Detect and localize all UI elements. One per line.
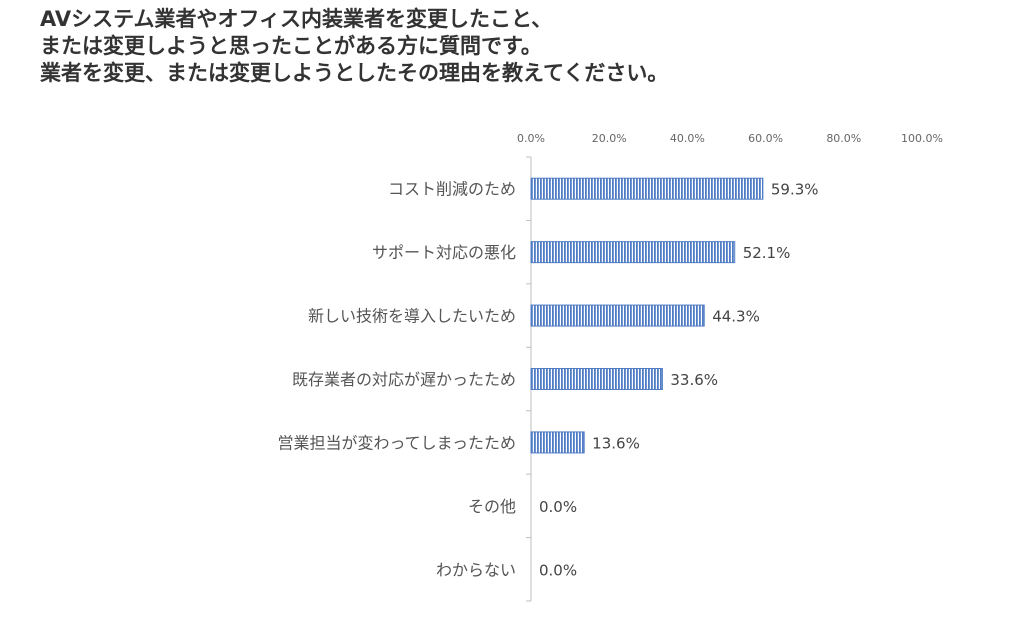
x-tick-label: 60.0% (748, 132, 783, 145)
category-label: 営業担当が変わってしまったため (277, 433, 516, 452)
x-tick-label: 80.0% (826, 132, 861, 145)
value-label: 59.3% (771, 181, 819, 199)
value-label: 0.0% (539, 498, 577, 516)
bar (530, 177, 764, 200)
bar (530, 431, 585, 454)
bar (530, 368, 663, 390)
value-label: 13.6% (592, 434, 640, 452)
bar (530, 241, 736, 264)
category-label: サポート対応の悪化 (372, 243, 516, 262)
x-tick-label: 0.0% (517, 132, 545, 145)
x-tick-label: 40.0% (670, 132, 705, 145)
value-label: 52.1% (743, 244, 791, 262)
category-label: その他 (468, 497, 516, 516)
x-tick-label: 20.0% (592, 132, 627, 145)
value-label: 0.0% (539, 561, 577, 579)
category-label: 新しい技術を導入したいため (308, 307, 516, 326)
bar (530, 304, 705, 327)
category-label: わからない (436, 560, 516, 579)
chart-title-line-1: AVシステム業者やオフィス内装業者を変更したこと、 (40, 7, 553, 31)
value-label: 33.6% (670, 371, 718, 389)
x-tick-label: 100.0% (901, 132, 943, 145)
value-label: 44.3% (712, 308, 760, 326)
chart-title-line-3: 業者を変更、または変更しようとしたその理由を教えてください。 (40, 61, 669, 85)
category-label: 既存業者の対応が遅かったため (292, 370, 516, 389)
category-label: コスト削減のため (388, 180, 516, 199)
chart-title: AVシステム業者やオフィス内装業者を変更したこと、 または変更しようと思ったこと… (40, 6, 668, 87)
chart-title-line-2: または変更しようと思ったことがある方に質問です。 (40, 34, 542, 58)
